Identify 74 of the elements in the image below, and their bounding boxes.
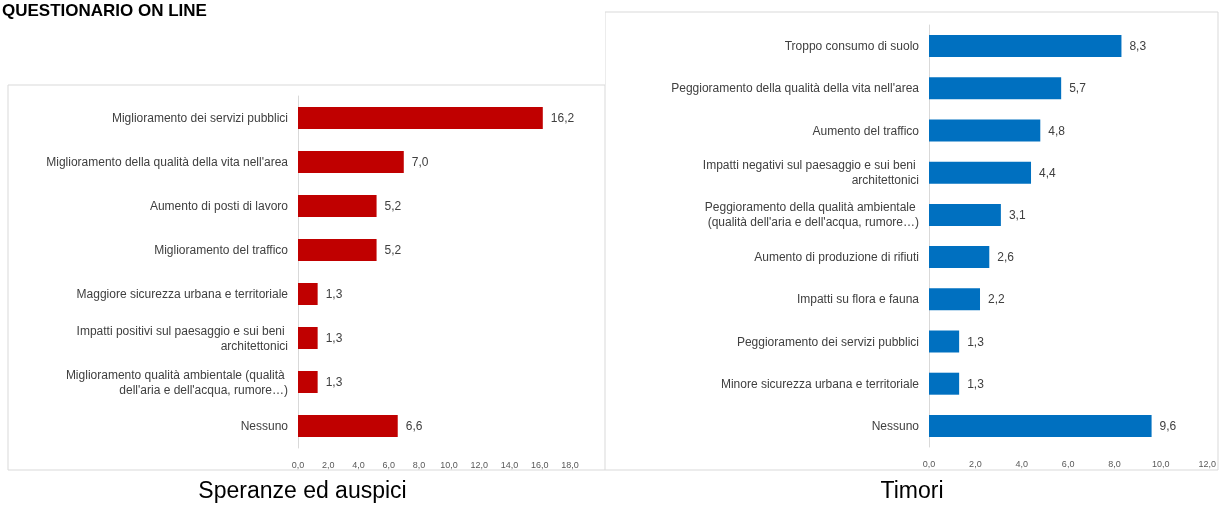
data-label: 1,3 [325,287,343,301]
data-label: 1,3 [967,376,985,391]
data-label: 6,6 [405,419,423,433]
y-tick-label: Troppo consumo di suolo [784,39,920,54]
x-tick-label: 16,0 [531,459,549,470]
data-label: 4,8 [1048,123,1066,138]
x-tick-label: 2,0 [969,458,982,469]
data-label: 16,2 [550,111,575,125]
bar [298,283,318,305]
x-tick-label: 0,0 [291,459,305,470]
x-tick-label: 4,0 [352,459,365,470]
bar [929,372,960,395]
y-tick-label: Miglioramento qualità ambientale (qualità dell'aria e dell'acqua, rumore…) [65,367,288,397]
data-label: 2,2 [988,292,1006,307]
data-label: 1,3 [967,334,985,349]
x-tick-label: 4,0 [1015,458,1029,469]
y-tick-label: Miglioramento della qualità della vita nell'area [46,155,289,169]
text: Speranze ed auspici [198,476,407,503]
text: Timori [880,476,944,503]
data-label: 5,2 [384,199,402,213]
y-tick-label: Miglioramento del traffico [154,243,289,257]
y-tick-label: Maggiore sicurezza urbana e territoriale [76,287,289,301]
data-label: 2,6 [997,250,1015,265]
data-label: 1,3 [325,375,343,389]
text: QUESTIONARIO ON LINE [2,1,207,20]
bar [298,151,404,173]
bar [929,203,1001,226]
y-tick-label: Peggioramento dei servizi pubblici [736,334,919,349]
bar [298,195,377,217]
x-tick-label: 10,0 [1152,458,1170,469]
data-label: 1,3 [325,331,343,345]
data-label: 4,4 [1039,165,1057,180]
x-tick-label: 6,0 [1061,458,1075,469]
x-tick-label: 14,0 [500,459,519,470]
y-tick-label: Minore sicurezza urbana e territoriale [720,376,920,391]
bar [298,415,398,437]
y-tick-label: Aumento di produzione di rifiuti [754,250,919,265]
data-label: 5,7 [1069,81,1087,96]
y-tick-label: Impatti su flora e fauna [796,292,920,307]
x-tick-label: 0,0 [922,458,936,469]
x-tick-label: 12,0 [470,459,489,470]
bar [298,239,377,261]
bar [929,119,1041,142]
y-tick-label: Nessuno [871,418,920,433]
bar [298,107,543,129]
bar [929,35,1122,58]
data-label: 9,6 [1159,418,1177,433]
x-tick-label: 12,0 [1198,458,1217,469]
x-tick-label: 8,0 [412,459,426,470]
y-tick-label: Peggioramento della qualità della vita nell'area [671,81,920,96]
bar [298,327,318,349]
bar [929,288,981,311]
bar [929,330,960,353]
x-tick-label: 18,0 [561,459,579,470]
y-tick-label: Aumento di posti di lavoro [149,199,289,213]
bar [929,161,1032,184]
x-tick-label: 2,0 [321,459,335,470]
bar [929,77,1062,100]
x-tick-label: 10,0 [440,459,458,470]
data-label: 7,0 [411,155,429,169]
y-tick-label: Impatti negativi sul paesaggio e sui beni architettonici [702,158,919,188]
x-tick-label: 6,0 [382,459,395,470]
data-label: 8,3 [1129,39,1147,54]
bar [298,371,318,393]
bar [929,246,990,269]
y-tick-label: Nessuno [240,419,289,433]
x-tick-label: 8,0 [1108,458,1121,469]
y-tick-label: Aumento del traffico [812,123,920,138]
data-label: 3,1 [1008,207,1026,222]
y-tick-label: Miglioramento dei servizi pubblici [111,111,288,125]
data-label: 5,2 [384,243,402,257]
bar [929,414,1152,437]
y-tick-label: Peggioramento della qualità ambientale (qualità dell'aria e dell'acqua, rumore…) [704,200,919,230]
y-tick-label: Impatti positivi sul paesaggio e sui beni architettonici [76,323,288,353]
